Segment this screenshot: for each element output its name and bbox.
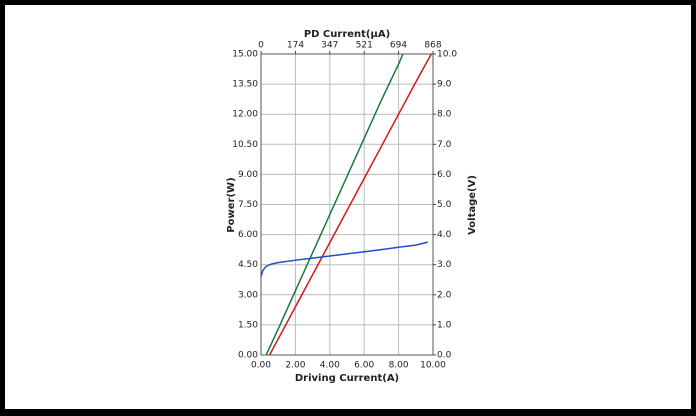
y2-tick-label: 5.0 (437, 200, 452, 210)
x-tick-label: 8.00 (389, 361, 409, 371)
x-tick-label: 6.00 (354, 361, 374, 371)
x2-axis-label: PD Current(μA) (304, 29, 390, 40)
x-tick-label: 2.00 (285, 361, 305, 371)
x2-tick-label: 174 (287, 41, 304, 51)
x2-tick-label: 521 (356, 41, 373, 51)
plot-frame (260, 53, 434, 356)
y-axis-label: Power(W) (226, 177, 237, 232)
x2-tick-label: 694 (390, 41, 407, 51)
y-tick-label: 9.00 (238, 170, 258, 180)
x2-tick-label: 0 (258, 41, 264, 51)
y2-tick-label: 4.0 (437, 230, 452, 240)
y-tick-label: 0.00 (238, 351, 258, 361)
y-tick-label: 10.50 (232, 140, 258, 150)
y-tick-label: 15.00 (232, 50, 258, 60)
y-tick-label: 3.00 (238, 290, 258, 300)
x-axis-label: Driving Current(A) (295, 373, 399, 384)
y2-axis-label: Voltage(V) (467, 175, 478, 235)
series-line (260, 241, 429, 277)
x2-tick-label: 347 (321, 41, 338, 51)
y-tick-label: 1.50 (238, 320, 258, 330)
y2-tick-label: 8.0 (437, 110, 452, 120)
x-tick-label: 0.00 (251, 361, 271, 371)
y2-tick-label: 0.0 (437, 351, 452, 361)
y2-tick-label: 9.0 (437, 80, 452, 90)
series-line (265, 53, 404, 356)
y2-tick-label: 7.0 (437, 140, 452, 150)
y2-tick-label: 10.0 (437, 50, 457, 60)
x-tick-label: 4.00 (320, 361, 340, 371)
background (5, 5, 691, 409)
y-tick-label: 7.50 (238, 200, 258, 210)
x-tick-label: 10.00 (420, 361, 446, 371)
y2-tick-label: 2.0 (437, 290, 452, 300)
y2-tick-label: 3.0 (437, 260, 452, 270)
y-tick-label: 4.50 (238, 260, 258, 270)
y-tick-label: 13.50 (232, 80, 258, 90)
x2-tick-label: 868 (424, 41, 441, 51)
y2-tick-label: 6.0 (437, 170, 452, 180)
y-tick-label: 6.00 (238, 230, 258, 240)
y-tick-label: 12.00 (232, 110, 258, 120)
series-line (268, 53, 432, 356)
y2-tick-label: 1.0 (437, 320, 452, 330)
